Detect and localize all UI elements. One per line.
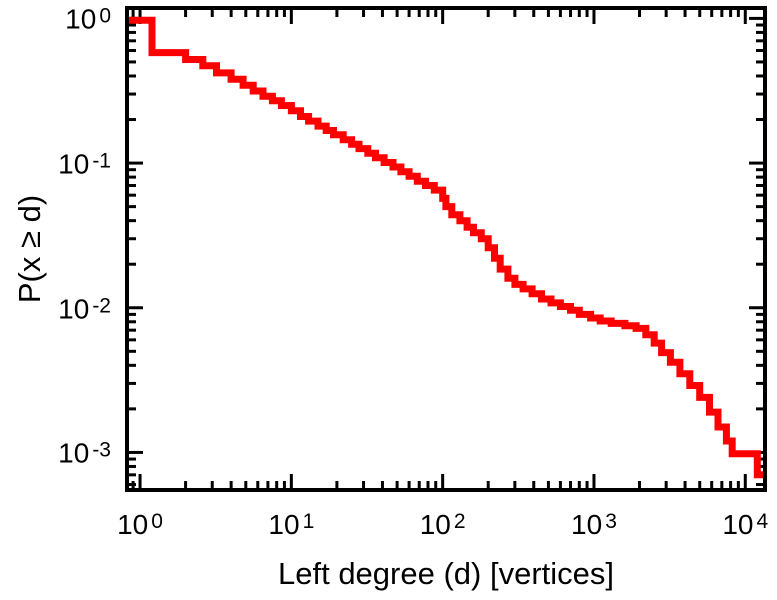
- x-tick-label: 10 2: [419, 509, 466, 540]
- y-tick-label: 10 -2: [58, 293, 111, 325]
- x-tick-label: 10 0: [117, 509, 163, 540]
- x-tick-label: 10 1: [268, 509, 315, 540]
- x-tick-label: 10 4: [722, 509, 769, 540]
- data-series-line: [127, 16, 765, 479]
- y-tick-label: 10 -1: [58, 148, 111, 180]
- y-tick-label: 10 -3: [58, 437, 111, 469]
- x-axis-label: Left degree (d) [vertices]: [278, 556, 614, 591]
- y-tick-label: 10 0: [65, 3, 111, 35]
- x-tick-label: 10 3: [571, 509, 617, 540]
- plot-border: [125, 6, 767, 492]
- y-axis-label: P(x ≥ d): [12, 194, 47, 304]
